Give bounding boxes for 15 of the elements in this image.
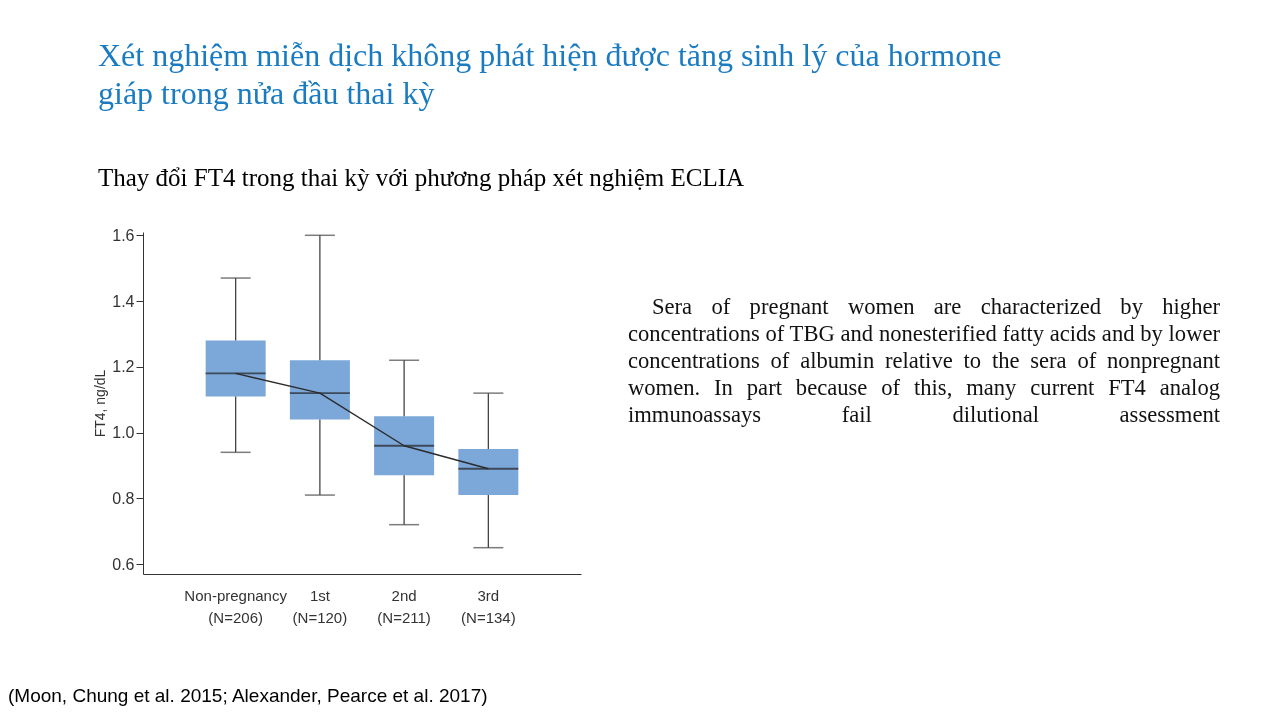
chart-subtitle: Thay đổi FT4 trong thai kỳ với phương pháp xét nghiệm ECLIA: [98, 164, 745, 192]
chart-title: Xét nghiệm miễn dịch không phát hiện được tăng sinh lý của hormone giáp trong nửa đầu thai kỳ: [98, 36, 1003, 113]
y-tick-label: 0.6: [112, 555, 135, 573]
x-tick-label: Non-pregnancy (N=206): [184, 586, 288, 626]
x-tick-label: 3rd (N=134): [461, 586, 516, 626]
y-tick-label: 1.2: [112, 358, 135, 376]
text: (Moon, Chung et al. 2015; Alexander, Pearce et al. 2017): [8, 685, 488, 707]
y-tick-label: 1.6: [112, 226, 135, 244]
y-axis-title: FT4, ng/dL: [92, 369, 109, 438]
y-tick-label: 0.8: [112, 489, 135, 507]
y-tick-label: 1.0: [112, 424, 135, 442]
x-tick-label: 2nd (N=211): [377, 586, 431, 626]
text: Sera of pregnant women are characterized by higher concentrations of TBG and nonesterified fatty acids and by lower concentrations of albumin relative to the sera of nonpregnant women. In part because of this, many current FT4 analog immunoassays fail dilutional assessment: [628, 293, 1220, 428]
y-tick-label: 1.4: [112, 292, 135, 310]
x-tick-label: 1st (N=120): [292, 586, 348, 626]
